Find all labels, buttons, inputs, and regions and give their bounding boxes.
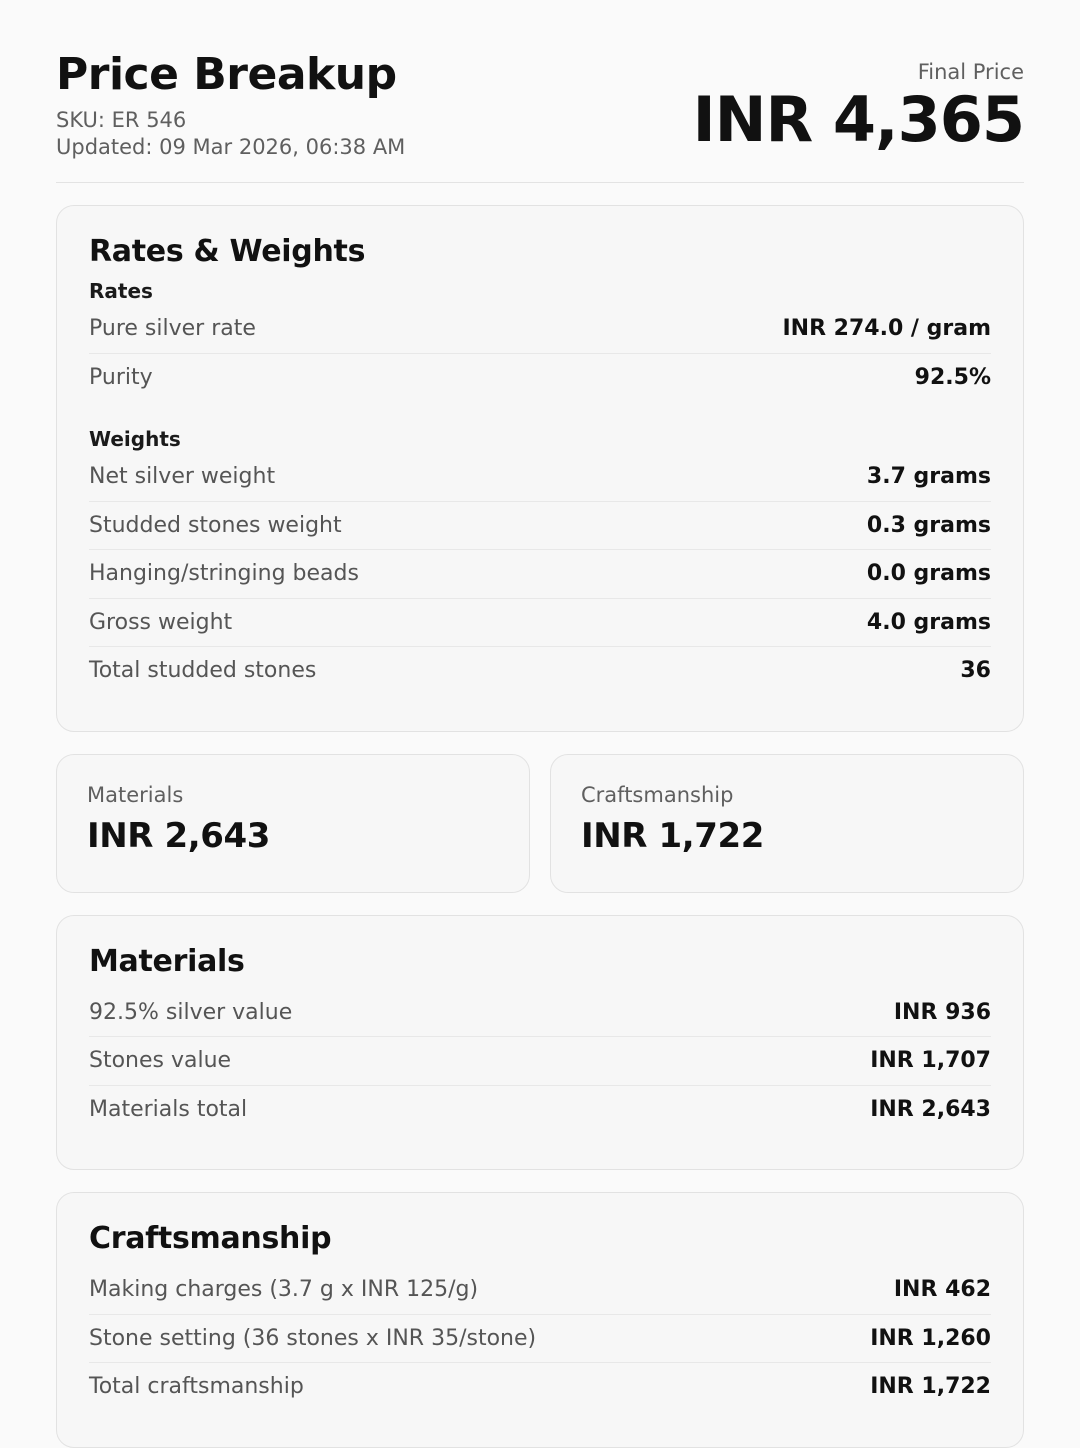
header-left-block: Price Breakup SKU: ER 546 Updated: 09 Ma… xyxy=(56,49,406,162)
table-row: Total craftsmanship INR 1,722 xyxy=(89,1362,991,1411)
row-label: Net silver weight xyxy=(89,464,276,490)
summary-tiles: Materials INR 2,643 Craftsmanship INR 1,… xyxy=(56,753,1024,893)
final-price-label: Final Price xyxy=(917,60,1024,84)
row-label: Making charges (3.7 g x INR 125/g) xyxy=(89,1277,479,1303)
rates-group-title: Rates xyxy=(89,279,153,304)
table-row: Total studded stones 36 xyxy=(89,646,991,695)
materials-summary-tile: Materials INR 2,643 xyxy=(56,753,530,893)
row-label: Stones value xyxy=(89,1048,232,1074)
row-label: Stone setting (36 stones x INR 35/stone) xyxy=(89,1325,537,1351)
row-value: 92.5% xyxy=(914,364,991,390)
materials-card: Materials 92.5% silver value INR 936 Sto… xyxy=(56,914,1024,1171)
header-divider xyxy=(56,182,1024,184)
row-label: Total craftsmanship xyxy=(89,1374,304,1400)
row-label: Hanging/stringing beads xyxy=(89,561,359,587)
page-title: Price Breakup xyxy=(56,49,397,100)
price-breakup-page: Price Breakup SKU: ER 546 Updated: 09 Ma… xyxy=(56,0,1025,1448)
row-value: INR 274.0 / gram xyxy=(782,316,991,342)
craftsmanship-card: Craftsmanship Making charges (3.7 g x IN… xyxy=(56,1192,1024,1448)
row-value: 36 xyxy=(960,658,991,684)
row-label: Total studded stones xyxy=(89,658,317,684)
table-row: Gross weight 4.0 grams xyxy=(89,597,991,647)
sku-text: SKU: ER 546 xyxy=(56,107,187,132)
updated-timestamp: Updated: 09 Mar 2026, 06:38 AM xyxy=(56,135,406,160)
row-value: 4.0 grams xyxy=(866,609,991,635)
table-row: Stones value INR 1,707 xyxy=(89,1036,991,1085)
rates-weights-card-title: Rates & Weights xyxy=(89,234,366,270)
row-value: INR 1,707 xyxy=(870,1048,991,1074)
table-row: Pure silver rate INR 274.0 / gram xyxy=(89,305,991,353)
table-row: Hanging/stringing beads 0.0 grams xyxy=(89,549,991,598)
row-value: INR 1,260 xyxy=(870,1325,991,1351)
tile-label: Materials xyxy=(87,782,184,807)
row-value: INR 1,722 xyxy=(870,1374,991,1400)
row-value: 3.7 grams xyxy=(866,464,991,490)
row-value: INR 936 xyxy=(893,999,991,1025)
table-row: Stone setting (36 stones x INR 35/stone)… xyxy=(89,1313,991,1363)
row-value: INR 2,643 xyxy=(870,1096,991,1122)
page-header: Price Breakup SKU: ER 546 Updated: 09 Ma… xyxy=(56,0,1025,162)
row-value: 0.0 grams xyxy=(866,561,991,587)
row-label: Studded stones weight xyxy=(89,512,342,538)
table-row: Materials total INR 2,643 xyxy=(89,1084,991,1134)
row-label: 92.5% silver value xyxy=(89,999,293,1025)
row-label: Purity xyxy=(89,364,153,390)
weights-group-title: Weights xyxy=(89,427,181,452)
final-price-block: Final Price INR 4,365 xyxy=(692,52,1025,156)
table-row: 92.5% silver value INR 936 xyxy=(89,989,991,1037)
craftsmanship-summary-tile: Craftsmanship INR 1,722 xyxy=(550,753,1024,893)
table-row: Studded stones weight 0.3 grams xyxy=(89,500,991,550)
tile-value: INR 2,643 xyxy=(87,815,271,856)
materials-card-title: Materials xyxy=(89,943,245,979)
row-value: 0.3 grams xyxy=(866,512,991,538)
row-label: Gross weight xyxy=(89,609,233,635)
row-label: Materials total xyxy=(89,1096,248,1122)
row-value: INR 462 xyxy=(893,1277,991,1303)
craftsmanship-card-title: Craftsmanship xyxy=(89,1221,332,1257)
row-label: Pure silver rate xyxy=(89,316,256,342)
table-row: Net silver weight 3.7 grams xyxy=(89,453,991,501)
table-row: Purity 92.5% xyxy=(89,352,991,402)
final-price-value: INR 4,365 xyxy=(692,83,1025,156)
rates-weights-card: Rates & Weights Rates Pure silver rate I… xyxy=(56,205,1024,732)
tile-label: Craftsmanship xyxy=(581,782,734,807)
table-row: Making charges (3.7 g x INR 125/g) INR 4… xyxy=(89,1266,991,1314)
tile-value: INR 1,722 xyxy=(581,815,765,856)
